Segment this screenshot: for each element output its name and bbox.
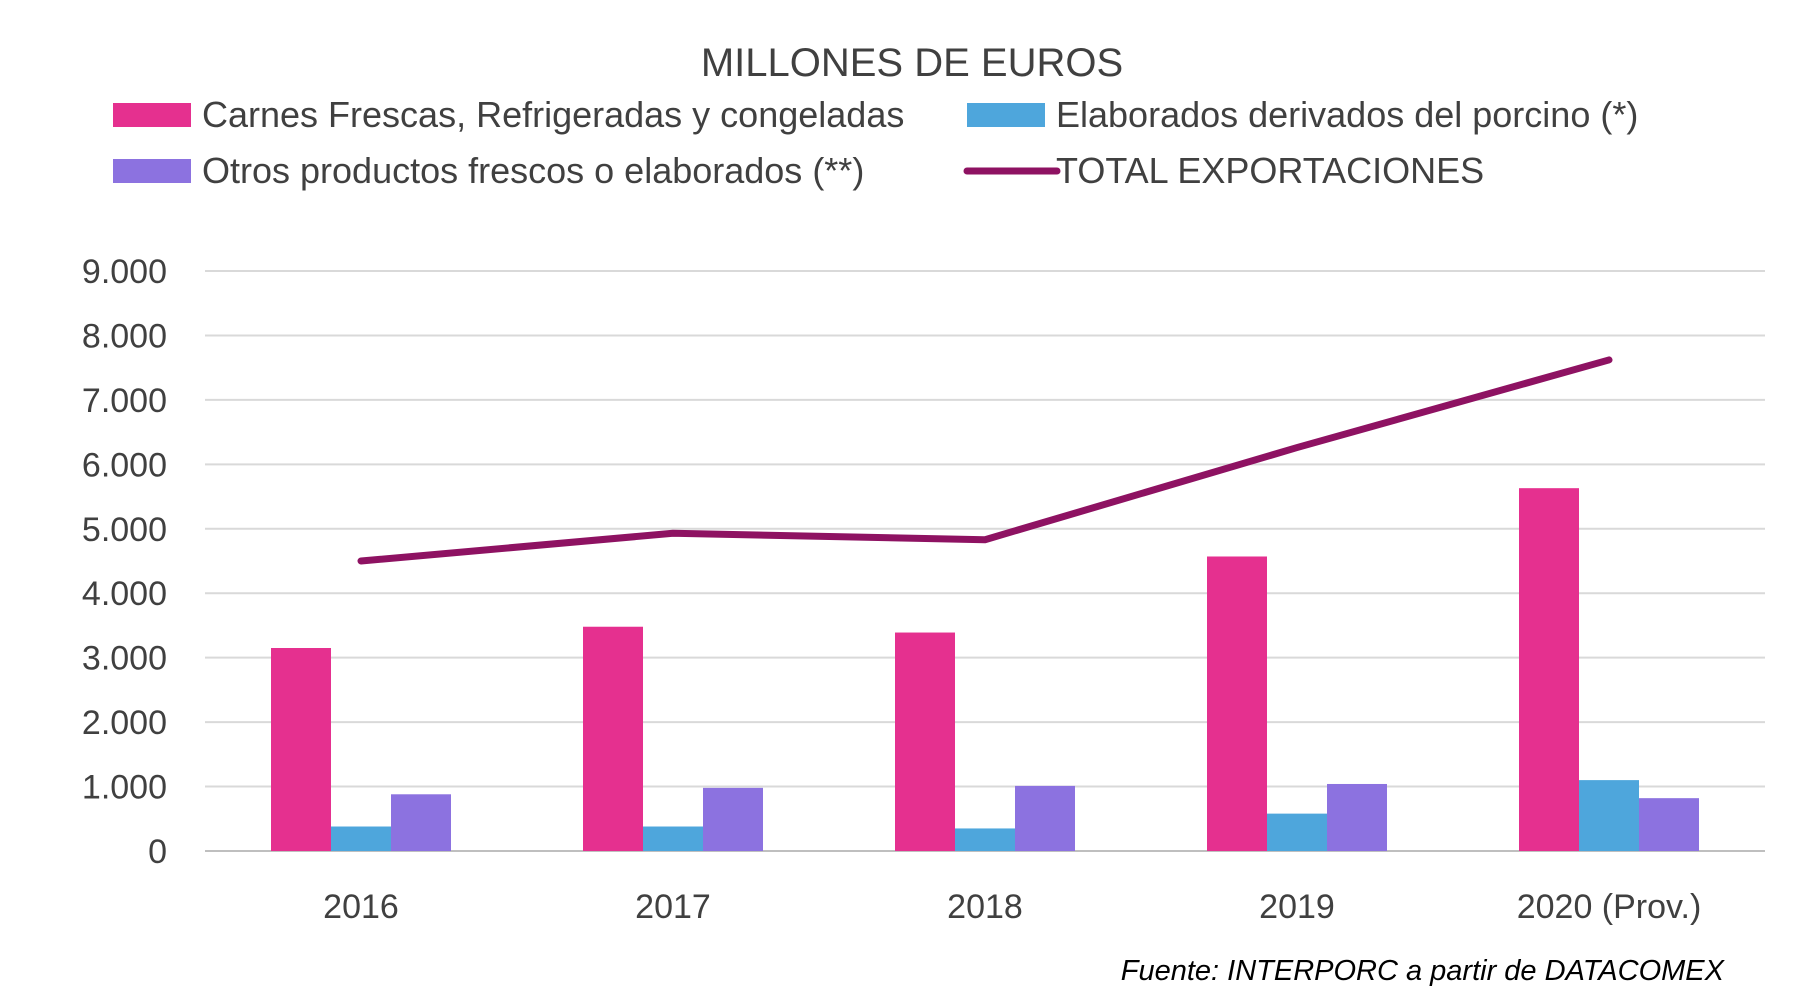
- bar: [1327, 783, 1387, 851]
- legend-swatch: [113, 103, 191, 127]
- x-tick-label: 2020 (Prov.): [1517, 888, 1702, 926]
- legend-swatch: [113, 159, 191, 183]
- bars: [271, 488, 1699, 851]
- bar: [1267, 813, 1327, 851]
- bar: [1639, 798, 1699, 851]
- legend-label: Carnes Frescas, Refrigeradas y congelada…: [202, 94, 904, 135]
- legend: Carnes Frescas, Refrigeradas y congelada…: [113, 94, 1638, 191]
- x-tick-label: 2018: [947, 888, 1023, 926]
- y-tick-label: 6.000: [82, 446, 167, 484]
- legend-label: Elaborados derivados del porcino (*): [1056, 94, 1638, 135]
- bar: [391, 794, 451, 851]
- bar: [331, 826, 391, 851]
- series-line: [357, 356, 1613, 565]
- legend-label: TOTAL EXPORTACIONES: [1056, 150, 1484, 191]
- source-note: Fuente: INTERPORC a partir de DATACOMEX: [1120, 955, 1724, 987]
- grid-lines: [205, 270, 1765, 852]
- y-axis-ticks: 0 1.000 2.000 3.000 4.000 5.000 6.000 7.000 8.00…: [82, 253, 167, 871]
- y-tick-label: 8.000: [82, 317, 167, 355]
- y-tick-label: 5.000: [82, 511, 167, 549]
- legend-item: Elaborados derivados del porcino (*): [967, 94, 1638, 135]
- x-tick-label: 2017: [635, 888, 711, 926]
- bar: [1579, 780, 1639, 851]
- x-axis-ticks: 2016 2017 2018 2019 2020 (Prov.): [323, 888, 1701, 926]
- y-tick-label: 0: [148, 833, 167, 871]
- chart-title: MILLONES DE EUROS: [701, 41, 1123, 85]
- y-tick-label: 3.000: [82, 640, 167, 678]
- legend-item: Carnes Frescas, Refrigeradas y congelada…: [113, 94, 904, 135]
- bar: [643, 826, 703, 851]
- legend-label: Otros productos frescos o elaborados (**…: [202, 150, 864, 191]
- y-tick-label: 9.000: [82, 253, 167, 291]
- total-line: [357, 356, 1613, 565]
- x-tick-label: 2019: [1259, 888, 1335, 926]
- bar: [1207, 556, 1267, 851]
- bar: [703, 787, 763, 851]
- bar: [895, 632, 955, 851]
- y-tick-label: 1.000: [82, 769, 167, 807]
- bar: [583, 626, 643, 851]
- legend-item: Otros productos frescos o elaborados (**…: [113, 150, 864, 191]
- bar: [271, 648, 331, 851]
- bar: [1015, 785, 1075, 851]
- y-tick-label: 4.000: [82, 575, 167, 613]
- y-tick-label: 7.000: [82, 382, 167, 420]
- bar: [1519, 488, 1579, 851]
- y-tick-label: 2.000: [82, 704, 167, 742]
- legend-item: TOTAL EXPORTACIONES: [963, 150, 1484, 191]
- bar: [955, 828, 1015, 851]
- x-tick-label: 2016: [323, 888, 399, 926]
- legend-swatch: [967, 103, 1045, 127]
